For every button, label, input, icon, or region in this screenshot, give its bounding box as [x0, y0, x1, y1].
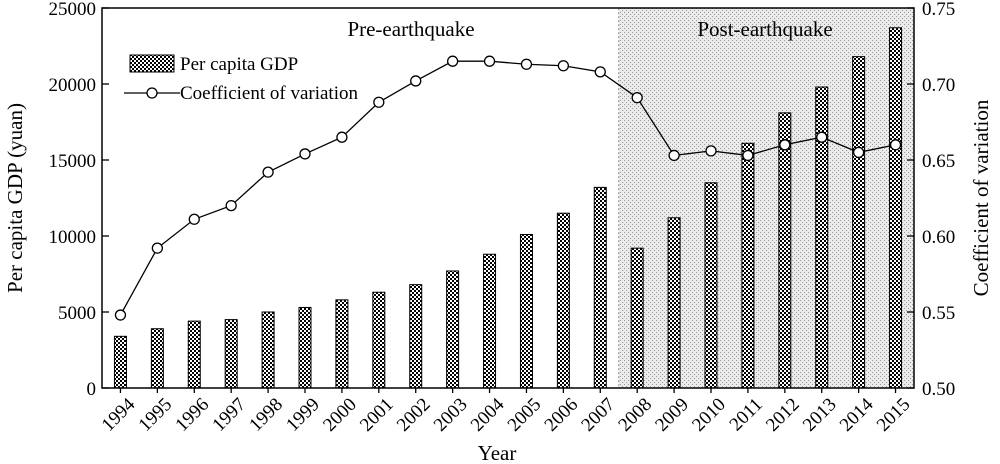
cv-point-2000 — [336, 131, 348, 143]
bar-2002 — [409, 284, 423, 389]
x-tick-label: 1996 — [171, 394, 213, 436]
y2-tick-label: 0.65 — [922, 151, 955, 172]
bar-2000 — [335, 299, 349, 389]
x-tick-label: 2011 — [726, 394, 767, 435]
cv-point-1999 — [299, 148, 311, 160]
cv-point-2011 — [742, 149, 754, 162]
y2-tick-label: 0.60 — [922, 227, 955, 248]
bar-1995 — [150, 328, 164, 389]
cv-point-2013 — [816, 131, 828, 143]
x-tick-label: 2007 — [577, 394, 619, 436]
y2-tick-label: 0.50 — [922, 379, 955, 400]
x-tick-label: 2005 — [504, 394, 546, 436]
bar-2014 — [852, 56, 866, 389]
bar-2003 — [446, 270, 460, 389]
x-tick-label: 1995 — [135, 394, 177, 436]
y-axis-title: Per capita GDP (yuan) — [3, 103, 27, 293]
cv-line — [119, 60, 896, 316]
bar-2009 — [667, 217, 681, 389]
y2-tick-label: 0.55 — [922, 303, 955, 324]
cv-point-2001 — [373, 96, 385, 108]
x-tick-label: 2006 — [541, 394, 583, 436]
cv-point-2009 — [668, 149, 680, 162]
y-tick-label: 15000 — [49, 151, 97, 172]
x-tick-label: 2004 — [467, 394, 509, 436]
y2-tick-label: 0.75 — [922, 0, 955, 20]
x-tick-label: 2009 — [651, 394, 693, 436]
legend: Per capita GDP Coefficient of variation — [124, 54, 358, 104]
y-tick-label: 10000 — [49, 227, 97, 248]
cv-point-2010 — [705, 145, 717, 157]
x-tick-label: 2014 — [836, 394, 878, 436]
cv-point-2008 — [631, 92, 643, 104]
x-tick-label: 2015 — [873, 394, 915, 436]
legend-marker-coefficient-of-variation — [146, 87, 158, 99]
bar-1999 — [298, 306, 312, 389]
region-label-pre-earthquake: Pre-earthquake — [347, 17, 474, 41]
bar-2015 — [889, 27, 903, 389]
post-earthquake-shaded-region — [618, 8, 914, 388]
cv-point-2014 — [852, 146, 865, 159]
x-tick-label: 2013 — [799, 394, 841, 436]
bar-2005 — [519, 233, 533, 389]
cv-point-1995 — [151, 242, 164, 254]
cv-point-1994 — [114, 309, 127, 321]
legend-swatch-per-capita-gdp — [129, 54, 175, 73]
cv-point-1997 — [225, 199, 237, 212]
region-label-post-earthquake: Post-earthquake — [697, 17, 832, 41]
x-tick-label: 1998 — [245, 394, 287, 436]
x-tick-label: 2000 — [319, 394, 361, 436]
y2-tick-label: 0.70 — [922, 75, 955, 96]
cv-point-2006 — [557, 60, 570, 72]
bar-2010 — [704, 182, 718, 389]
plot-frame — [101, 7, 915, 389]
line-layer — [114, 55, 902, 321]
bar-2012 — [778, 112, 792, 389]
axes-layer — [101, 7, 915, 393]
x-tick-label: 1999 — [282, 394, 324, 436]
x-tick-label: 2010 — [688, 394, 730, 436]
bar-2007 — [593, 186, 607, 389]
bar-2001 — [372, 291, 386, 389]
cv-point-2005 — [520, 58, 533, 70]
bar-2011 — [741, 142, 755, 389]
cv-point-2004 — [483, 55, 496, 67]
cv-point-2012 — [779, 139, 791, 151]
legend-label-per-capita-gdp: Per capita GDP — [180, 54, 298, 75]
cv-point-2003 — [446, 55, 459, 67]
bar-1996 — [187, 320, 201, 389]
bar-2008 — [630, 247, 644, 389]
x-tick-label: 2003 — [430, 394, 472, 436]
cv-point-1996 — [188, 213, 200, 225]
bar-1997 — [224, 319, 238, 389]
y-tick-label: 20000 — [49, 75, 97, 96]
x-axis-title: Year — [478, 441, 517, 464]
bar-1998 — [261, 311, 275, 389]
x-tick-label: 2001 — [356, 394, 398, 436]
cv-point-1998 — [262, 166, 274, 178]
y-tick-label: 0 — [87, 379, 97, 400]
legend-label-coefficient-of-variation: Coefficient of variation — [180, 83, 358, 104]
x-tick-label: 1994 — [98, 394, 140, 436]
y2-axis-title: Coefficient of variation — [969, 99, 993, 296]
y-tick-label: 5000 — [58, 303, 96, 324]
cv-point-2015 — [889, 139, 902, 151]
region-layer — [618, 8, 914, 388]
bar-2004 — [483, 253, 497, 389]
bar-2006 — [556, 212, 570, 389]
x-tick-label: 1997 — [208, 394, 250, 436]
y-tick-label: 25000 — [49, 0, 97, 20]
x-tick-label: 2008 — [614, 394, 656, 436]
x-tick-label: 2012 — [762, 394, 804, 436]
cv-point-2007 — [594, 66, 606, 78]
bars-layer — [113, 27, 903, 389]
x-tick-label: 2002 — [393, 394, 435, 436]
cv-point-2002 — [410, 75, 422, 87]
bar-1994 — [113, 335, 127, 389]
